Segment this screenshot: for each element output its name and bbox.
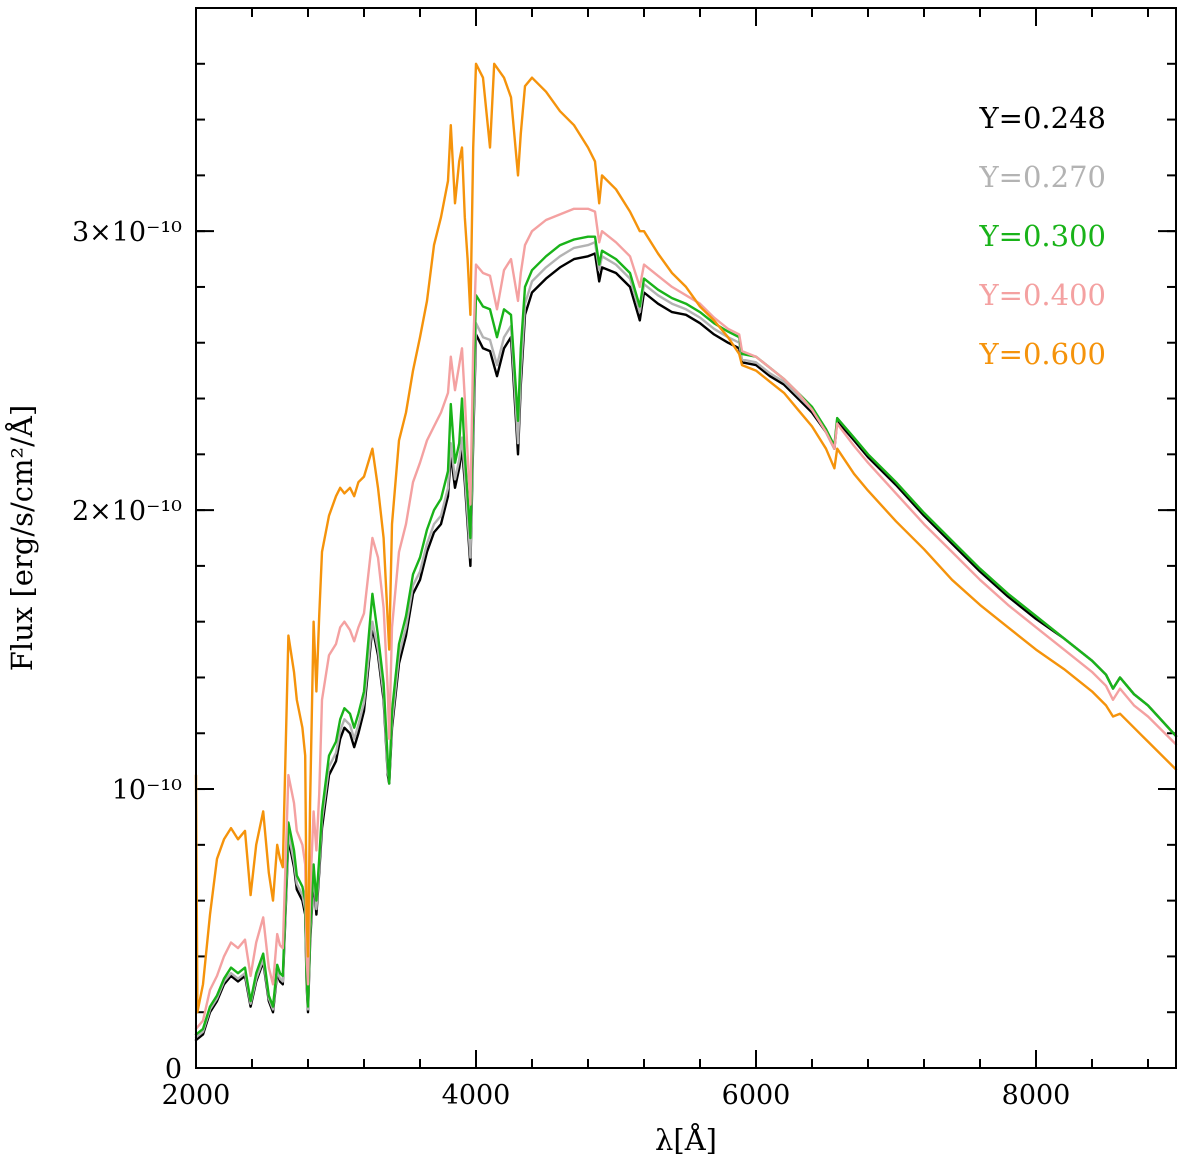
- series-line-y-0-300: [194, 235, 1178, 1036]
- x-axis-title: λ[Å]: [655, 1122, 717, 1157]
- legend: Y=0.248 Y=0.270 Y=0.300 Y=0.400 Y=0.600: [979, 101, 1106, 371]
- series-lines: [194, 62, 1178, 1042]
- legend-entry: Y=0.300: [979, 219, 1106, 253]
- x-tick-label: 2000: [162, 1080, 231, 1111]
- y-tick-label: 0: [165, 1054, 182, 1085]
- series-line-y-0-400: [194, 207, 1178, 1031]
- legend-entry: Y=0.400: [979, 278, 1106, 312]
- x-tick-labels: 2000 4000 6000 8000: [162, 1080, 1071, 1111]
- series-line-y-0-600: [194, 62, 1178, 1014]
- y-tick-label: 3×10⁻¹⁰: [72, 217, 182, 248]
- y-axis-title: Flux [erg/s/cm²/Å]: [4, 405, 39, 671]
- plot-frame: [195, 7, 1177, 1069]
- y-tick-labels: 0 10⁻¹⁰ 2×10⁻¹⁰ 3×10⁻¹⁰: [72, 217, 182, 1085]
- legend-entry: Y=0.270: [979, 160, 1106, 194]
- x-tick-label: 4000: [442, 1080, 511, 1111]
- x-tick-label: 6000: [722, 1080, 791, 1111]
- legend-entry: Y=0.248: [979, 101, 1106, 135]
- x-tick-label: 8000: [1002, 1080, 1071, 1111]
- y-tick-label: 2×10⁻¹⁰: [72, 496, 182, 527]
- y-tick-label: 10⁻¹⁰: [112, 775, 182, 806]
- legend-entry: Y=0.600: [979, 337, 1106, 371]
